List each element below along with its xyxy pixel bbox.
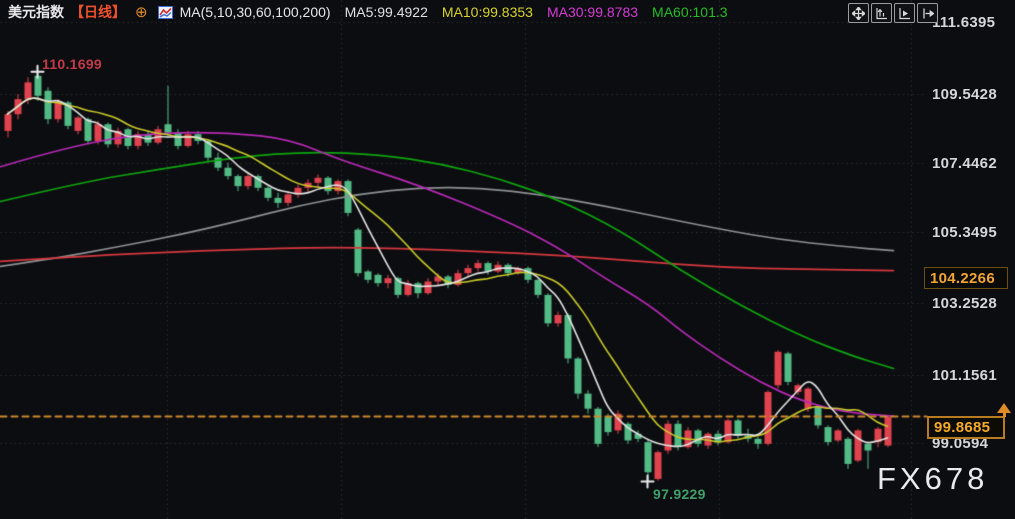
move-tool-icon [852,6,865,20]
price-up-arrow-icon [997,403,1011,413]
chart-header: 美元指数 【日线】 ⊕ MA(5,10,30,60,100,200) MA5:9… [8,2,742,22]
axis-scale-back-button[interactable] [871,3,892,23]
y-tick-label: 107.4462 [932,155,997,172]
y-tick-label: 105.3495 [932,224,997,241]
ma60-value: MA60:101.3 [652,4,728,20]
axis-scale-back-icon [876,7,887,19]
period-label[interactable]: 【日线】 [70,4,126,20]
ma10-value: MA10:99.8353 [441,4,533,20]
jump-to-latest-icon [923,8,934,18]
chart-toolbar [848,3,938,23]
price-up-arrow-stem [1003,412,1006,417]
jump-to-latest-button[interactable] [917,3,938,23]
ma200-value-tag: 104.2266 [924,267,1008,289]
move-tool-button[interactable] [848,3,869,23]
last-price-tag: 99.8685 [927,416,1005,439]
axis-play-forward-icon [899,7,910,19]
symbol-name: 美元指数 [8,4,64,20]
high-price-annotation: 110.1699 [42,56,103,72]
ma5-value: MA5:99.4922 [344,4,428,20]
axis-play-forward-button[interactable] [894,3,915,23]
ma-group-label: MA(5,10,30,60,100,200) [179,4,331,20]
mini-chart-icon[interactable] [157,5,173,19]
ma30-value: MA30:99.8783 [546,4,639,20]
y-tick-label: 99.0594 [932,435,989,452]
circle-plus-icon[interactable]: ⊕ [135,3,148,21]
y-tick-label: 111.6395 [932,14,996,31]
y-tick-label: 109.5428 [932,86,997,103]
low-price-annotation: 97.9229 [653,486,706,502]
y-tick-label: 101.1561 [932,367,997,384]
fx678-watermark: FX678 [877,461,989,496]
y-tick-label: 103.2528 [932,295,997,312]
